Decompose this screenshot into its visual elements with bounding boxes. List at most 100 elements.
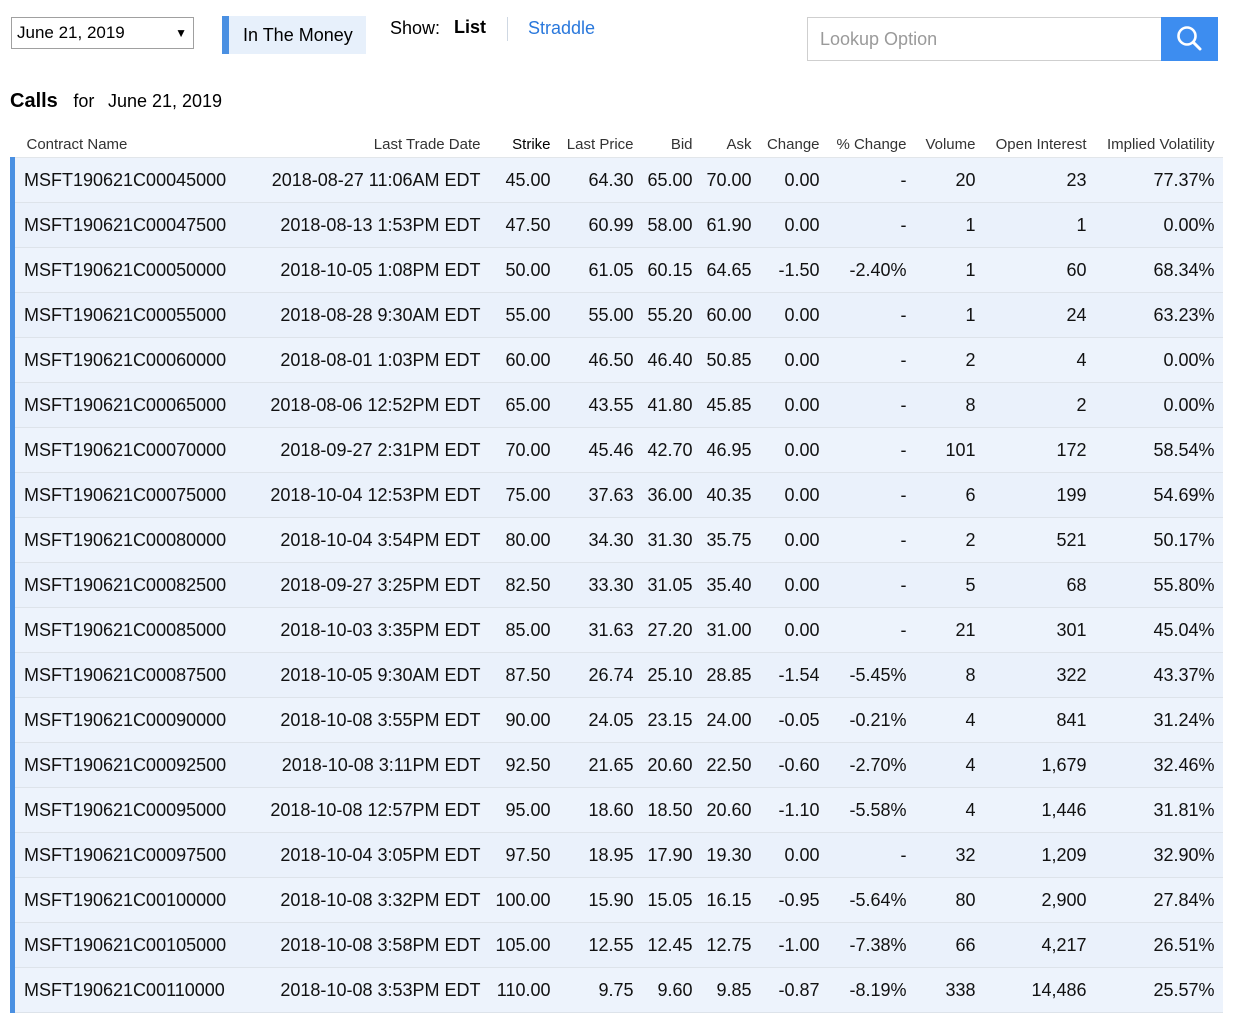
- implied-volatility: 43.37%: [1094, 652, 1223, 698]
- change: 0.00: [759, 337, 828, 383]
- show-straddle-option[interactable]: Straddle: [528, 18, 596, 38]
- percent-change: -: [827, 517, 915, 563]
- lookup-search-button[interactable]: [1161, 17, 1218, 61]
- table-row: MSFT190621C00050000 2018-10-05 1:08PM EDT…: [10, 247, 1223, 293]
- header-strike[interactable]: Strike: [488, 131, 559, 158]
- contract-name-link[interactable]: MSFT190621C00097500: [10, 832, 243, 878]
- strike-link[interactable]: 80.00: [488, 517, 559, 563]
- last-price: 26.74: [558, 652, 642, 698]
- open-interest: 301: [983, 607, 1095, 653]
- bid: 41.80: [641, 382, 701, 428]
- strike-link[interactable]: 90.00: [488, 697, 559, 743]
- header-last-price[interactable]: Last Price: [558, 131, 642, 158]
- implied-volatility: 50.17%: [1094, 517, 1223, 563]
- show-label: Show:: [390, 18, 441, 38]
- open-interest: 521: [983, 517, 1095, 563]
- strike-link[interactable]: 65.00: [488, 382, 559, 428]
- contract-name-link[interactable]: MSFT190621C00080000: [10, 517, 243, 563]
- header-volume[interactable]: Volume: [914, 131, 984, 158]
- last-trade-date: 2018-10-04 3:54PM EDT: [242, 517, 489, 563]
- strike-link[interactable]: 75.00: [488, 472, 559, 518]
- expiration-date-select[interactable]: June 21, 2019 ▼: [11, 17, 194, 49]
- implied-volatility: 26.51%: [1094, 922, 1223, 968]
- contract-name-link[interactable]: MSFT190621C00105000: [10, 922, 243, 968]
- bid: 31.05: [641, 562, 701, 608]
- header-percent-change[interactable]: % Change: [827, 131, 915, 158]
- contract-name-link[interactable]: MSFT190621C00050000: [10, 247, 243, 293]
- strike-link[interactable]: 47.50: [488, 202, 559, 248]
- change: 0.00: [759, 562, 828, 608]
- bid: 25.10: [641, 652, 701, 698]
- header-contract-name[interactable]: Contract Name: [12, 131, 243, 158]
- last-price: 37.63: [558, 472, 642, 518]
- strike-link[interactable]: 55.00: [488, 292, 559, 338]
- strike-link[interactable]: 87.50: [488, 652, 559, 698]
- change: 0.00: [759, 292, 828, 338]
- strike-link[interactable]: 95.00: [488, 787, 559, 833]
- show-list-option[interactable]: List: [454, 17, 487, 37]
- bid: 12.45: [641, 922, 701, 968]
- strike-link[interactable]: 60.00: [488, 337, 559, 383]
- header-implied-volatility[interactable]: Implied Volatility: [1094, 131, 1223, 158]
- strike-link[interactable]: 110.00: [488, 967, 559, 1013]
- last-trade-date: 2018-08-28 9:30AM EDT: [242, 292, 489, 338]
- last-trade-date: 2018-10-04 12:53PM EDT: [242, 472, 489, 518]
- strike-link[interactable]: 105.00: [488, 922, 559, 968]
- strike-link[interactable]: 45.00: [488, 157, 559, 203]
- bid: 15.05: [641, 877, 701, 923]
- contract-name-link[interactable]: MSFT190621C00092500: [10, 742, 243, 788]
- lookup-option-input[interactable]: [807, 17, 1162, 61]
- table-row: MSFT190621C00085000 2018-10-03 3:35PM EDT…: [10, 607, 1223, 653]
- volume: 1: [914, 247, 984, 293]
- contract-name-link[interactable]: MSFT190621C00047500: [10, 202, 243, 248]
- contract-name-link[interactable]: MSFT190621C00090000: [10, 697, 243, 743]
- change: -1.00: [759, 922, 828, 968]
- last-trade-date: 2018-10-08 3:55PM EDT: [242, 697, 489, 743]
- contract-name-link[interactable]: MSFT190621C00087500: [10, 652, 243, 698]
- header-change[interactable]: Change: [759, 131, 828, 158]
- percent-change: -5.58%: [827, 787, 915, 833]
- contract-name-link[interactable]: MSFT190621C00070000: [10, 427, 243, 473]
- implied-volatility: 31.81%: [1094, 787, 1223, 833]
- contract-name-link[interactable]: MSFT190621C00082500: [10, 562, 243, 608]
- percent-change: -5.64%: [827, 877, 915, 923]
- contract-name-link[interactable]: MSFT190621C00065000: [10, 382, 243, 428]
- change: 0.00: [759, 607, 828, 653]
- bid: 9.60: [641, 967, 701, 1013]
- contract-name-link[interactable]: MSFT190621C00095000: [10, 787, 243, 833]
- last-price: 24.05: [558, 697, 642, 743]
- contract-name-link[interactable]: MSFT190621C00075000: [10, 472, 243, 518]
- strike-link[interactable]: 50.00: [488, 247, 559, 293]
- contract-name-link[interactable]: MSFT190621C00045000: [10, 157, 243, 203]
- volume: 1: [914, 292, 984, 338]
- strike-link[interactable]: 97.50: [488, 832, 559, 878]
- calls-table-body: MSFT190621C00045000 2018-08-27 11:06AM ED…: [10, 157, 1223, 1013]
- bid: 20.60: [641, 742, 701, 788]
- bid: 23.15: [641, 697, 701, 743]
- contract-name-link[interactable]: MSFT190621C00110000: [10, 967, 243, 1013]
- ask: 35.75: [700, 517, 760, 563]
- header-ask[interactable]: Ask: [700, 131, 760, 158]
- contract-name-link[interactable]: MSFT190621C00055000: [10, 292, 243, 338]
- open-interest: 2,900: [983, 877, 1095, 923]
- in-the-money-toggle[interactable]: In The Money: [222, 16, 366, 54]
- implied-volatility: 31.24%: [1094, 697, 1223, 743]
- strike-link[interactable]: 70.00: [488, 427, 559, 473]
- header-last-trade-date[interactable]: Last Trade Date: [242, 131, 489, 158]
- strike-link[interactable]: 100.00: [488, 877, 559, 923]
- contract-name-link[interactable]: MSFT190621C00100000: [10, 877, 243, 923]
- last-trade-date: 2018-08-13 1:53PM EDT: [242, 202, 489, 248]
- header-bid[interactable]: Bid: [641, 131, 701, 158]
- contract-name-link[interactable]: MSFT190621C00060000: [10, 337, 243, 383]
- dropdown-arrow-icon: ▼: [175, 26, 187, 40]
- calls-heading: Calls: [10, 90, 58, 112]
- table-row: MSFT190621C00065000 2018-08-06 12:52PM ED…: [10, 382, 1223, 428]
- open-interest: 4,217: [983, 922, 1095, 968]
- strike-link[interactable]: 82.50: [488, 562, 559, 608]
- implied-volatility: 27.84%: [1094, 877, 1223, 923]
- strike-link[interactable]: 85.00: [488, 607, 559, 653]
- header-open-interest[interactable]: Open Interest: [983, 131, 1095, 158]
- show-divider: [507, 17, 508, 41]
- contract-name-link[interactable]: MSFT190621C00085000: [10, 607, 243, 653]
- strike-link[interactable]: 92.50: [488, 742, 559, 788]
